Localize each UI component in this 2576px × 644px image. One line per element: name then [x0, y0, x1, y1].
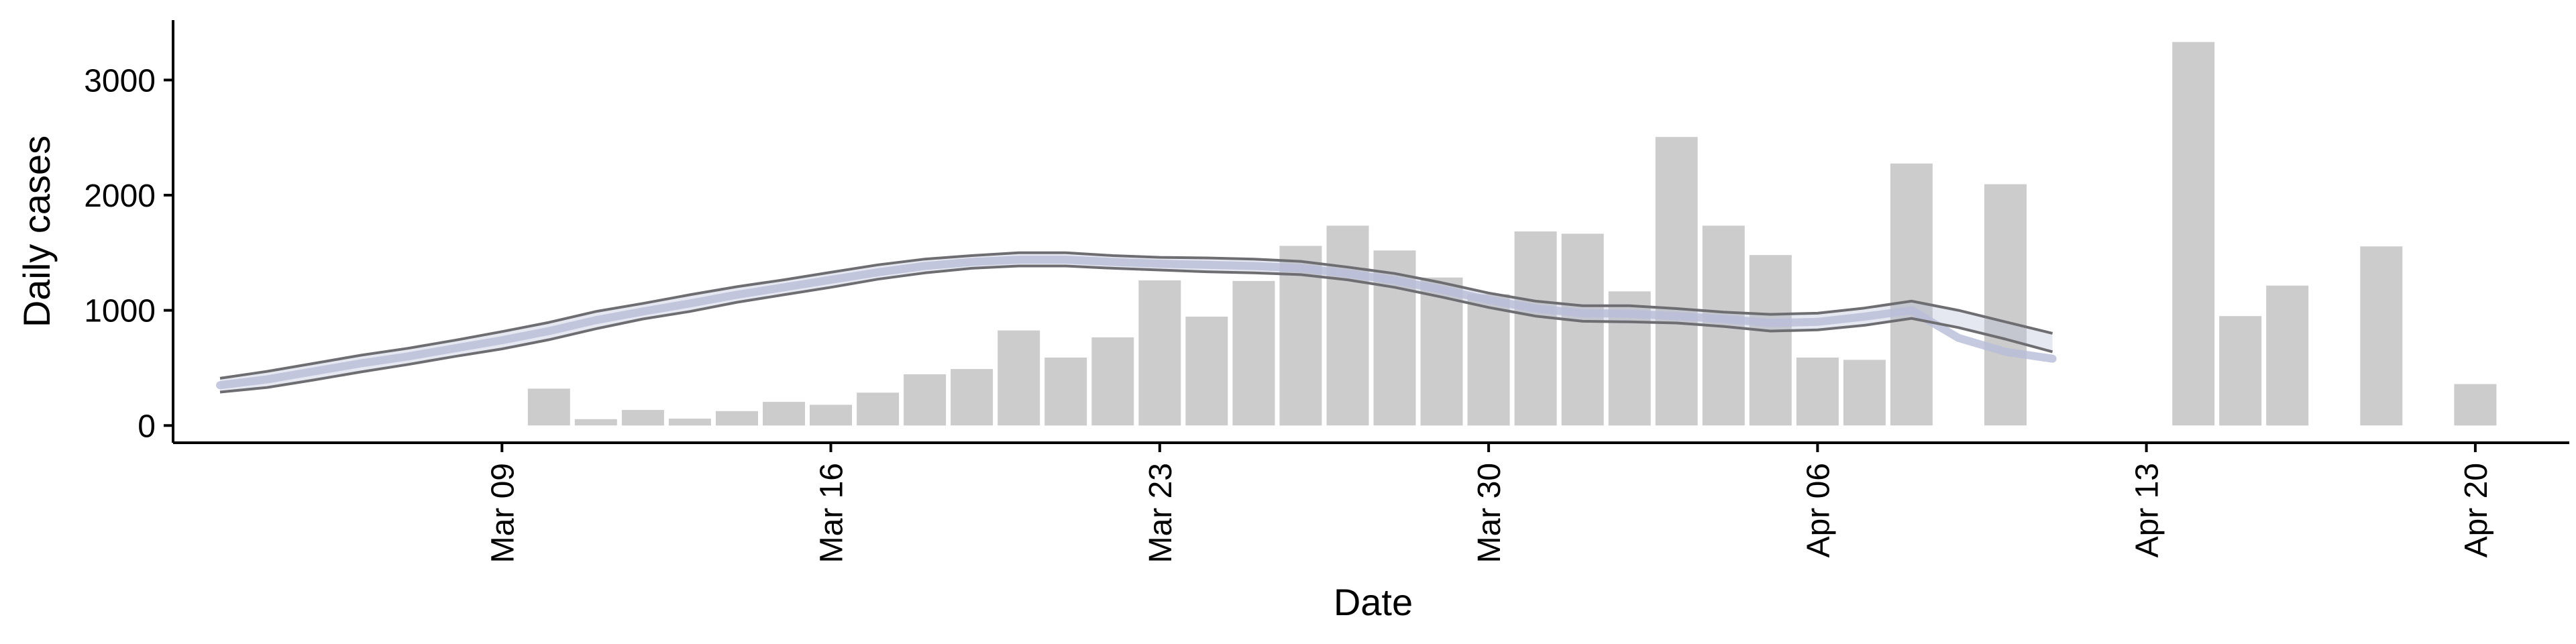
bars-layer	[527, 42, 2497, 426]
case-bar	[1420, 277, 1463, 426]
case-bar	[2172, 42, 2215, 426]
case-bar	[857, 392, 900, 426]
case-bar	[668, 419, 711, 426]
case-bar	[1984, 184, 2027, 426]
case-bar	[1561, 233, 1604, 426]
case-bar	[810, 405, 852, 426]
case-bar	[1467, 294, 1510, 426]
x-tick-label: Mar 09	[485, 463, 521, 563]
case-bar	[1044, 358, 1087, 426]
case-bar	[1138, 280, 1181, 426]
x-tick-label: Mar 16	[814, 463, 850, 563]
case-bar	[1091, 337, 1134, 426]
estimate-band-layer	[216, 251, 2057, 394]
x-tick-label: Mar 23	[1143, 463, 1179, 563]
y-tick-label: 0	[138, 409, 156, 444]
x-tick-label: Apr 06	[1801, 463, 1836, 557]
case-bar	[998, 330, 1040, 426]
case-bar	[1326, 225, 1369, 426]
case-bar	[574, 419, 617, 426]
case-bar	[1514, 231, 1557, 426]
y-ticks-layer: 0 1000 2000 3000	[84, 63, 173, 444]
case-bar	[2219, 316, 2262, 426]
x-tick-label: Mar 30	[1472, 463, 1507, 563]
case-bar	[951, 369, 994, 426]
case-bar	[2266, 285, 2309, 426]
case-bar	[2360, 246, 2403, 426]
case-bar	[1890, 163, 1933, 426]
y-tick-label: 3000	[84, 63, 156, 99]
estimate-upper-line	[219, 251, 2053, 380]
axes-layer	[172, 20, 2569, 444]
case-bar	[1655, 137, 1698, 426]
estimate-lower-line	[219, 264, 2053, 394]
y-tick-label: 1000	[84, 294, 156, 329]
case-bar	[904, 374, 947, 426]
case-bar	[1796, 358, 1839, 426]
case-bar	[1843, 360, 1886, 426]
case-bar	[2454, 384, 2497, 426]
case-bar	[1185, 317, 1228, 426]
case-bar	[1232, 280, 1275, 426]
x-tick-label: Apr 13	[2130, 463, 2165, 557]
case-bar	[1749, 255, 1792, 426]
case-bar	[621, 410, 664, 426]
case-bar	[527, 388, 570, 426]
y-axis-title: Daily cases	[15, 136, 58, 327]
case-bar	[763, 402, 805, 426]
y-tick-label: 2000	[84, 178, 156, 214]
x-tick-label: Apr 20	[2459, 463, 2494, 557]
estimate-median-line	[216, 256, 2057, 390]
case-bar	[716, 411, 758, 426]
x-ticks-layer: Mar 09 Mar 16 Mar 23 Mar 30 Apr 06 Apr 13 Apr …	[485, 443, 2494, 563]
x-axis-title: Date	[1334, 581, 1413, 623]
